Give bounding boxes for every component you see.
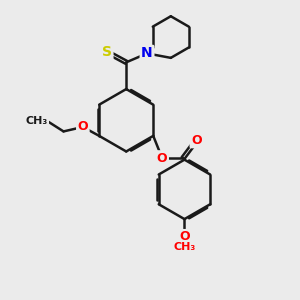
Text: O: O	[191, 134, 202, 147]
Text: CH₃: CH₃	[173, 242, 196, 252]
Text: CH₃: CH₃	[26, 116, 48, 126]
Text: N: N	[141, 46, 153, 60]
Text: O: O	[179, 230, 190, 243]
Text: S: S	[102, 45, 112, 59]
Text: O: O	[77, 121, 88, 134]
Text: O: O	[157, 152, 167, 165]
